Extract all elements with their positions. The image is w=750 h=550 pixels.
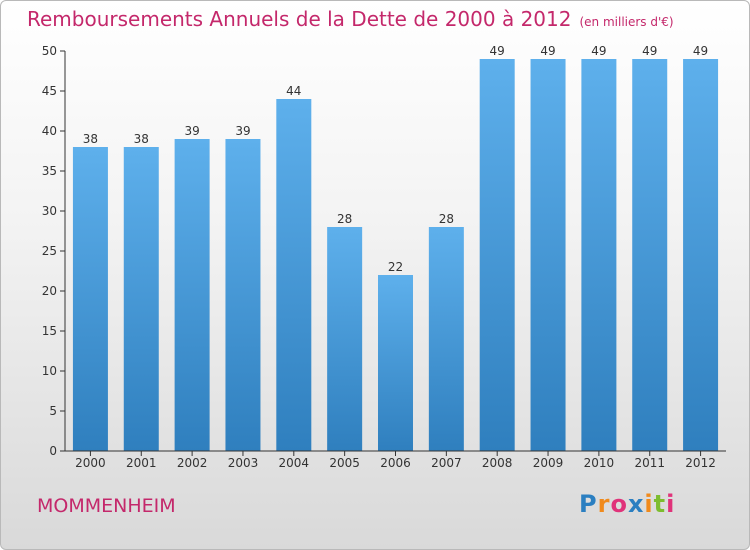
bar-chart: 38 38 39 39 44 28 22 28 49 49 49 49 49 0 5 10 15 20 25 30 3… [42,44,726,470]
x-tick-label-2005: 2005 [329,456,360,470]
bar-2010 [581,59,617,451]
x-tick-label-2012: 2012 [685,456,716,470]
x-tick-label-2002: 2002 [177,456,208,470]
bar-2004 [276,99,312,451]
y-tick-label: 0 [49,444,57,458]
y-tick-label: 35 [42,164,57,178]
chart-title: Remboursements Annuels de la Dette de 20… [27,7,674,31]
bar-2006 [378,275,413,451]
bar-2011 [632,59,668,451]
bar-2008 [479,59,515,451]
y-tick-label: 20 [42,284,57,298]
data-label-2010: 49 [591,44,606,58]
x-tick-label-2001: 2001 [126,456,157,470]
data-label-2008: 49 [490,44,505,58]
x-tick-label-2008: 2008 [482,456,513,470]
x-tick-label-2011: 2011 [634,456,665,470]
x-tick-label-2010: 2010 [584,456,615,470]
data-label-2000: 38 [83,132,98,146]
data-label-2011: 49 [642,44,657,58]
y-tick-label: 30 [42,204,57,218]
y-tick-label: 10 [42,364,57,378]
x-tick-label-2004: 2004 [279,456,310,470]
data-label-2003: 39 [235,124,250,138]
y-tick-label: 15 [42,324,57,338]
bar-2007 [428,227,464,451]
data-label-2006: 22 [388,260,403,274]
y-tick-label: 45 [42,84,57,98]
x-tick-label-2000: 2000 [75,456,106,470]
bar-2003 [225,139,261,451]
data-label-2007: 28 [439,212,454,226]
x-tick-label-2003: 2003 [228,456,259,470]
y-tick-label: 25 [42,244,57,258]
y-tick-label: 5 [49,404,57,418]
data-label-2009: 49 [540,44,555,58]
x-tick-label-2006: 2006 [380,456,411,470]
x-tick-label-2009: 2009 [533,456,564,470]
chart-title-text: Remboursements Annuels de la Dette de 20… [27,7,572,31]
bars-group: 38 38 39 39 44 28 22 28 49 49 49 49 49 [72,44,719,451]
bar-2009 [530,59,566,451]
axes-group: 0 5 10 15 20 25 30 35 40 45 50 2000 2001 2002 2003 2004… [42,44,726,470]
place-name: MOMMENHEIM [37,495,176,517]
x-tick-label-2007: 2007 [431,456,462,470]
bar-2000 [72,147,108,451]
data-label-2012: 49 [693,44,708,58]
proxiti-logo: Proxiti [579,490,676,518]
bar-2002 [174,139,210,451]
bar-2005 [327,227,363,451]
data-label-2002: 39 [184,124,199,138]
data-label-2004: 44 [286,84,301,98]
y-tick-label: 40 [42,124,57,138]
chart-unit: (en milliers d'€) [579,15,674,29]
bar-2012 [683,59,719,451]
y-tick-label: 50 [42,44,57,58]
bar-2001 [123,147,159,451]
data-label-2001: 38 [134,132,149,146]
data-label-2005: 28 [337,212,352,226]
